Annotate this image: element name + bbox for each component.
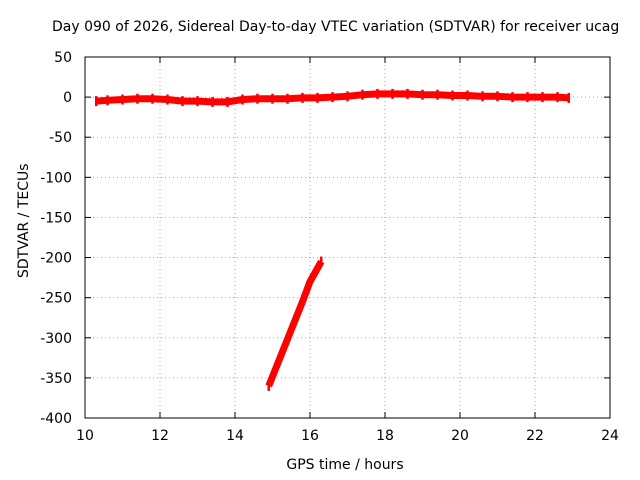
y-tick-label: -250 [40, 291, 72, 307]
x-tick-label: 12 [151, 428, 169, 444]
x-tick-label: 20 [451, 428, 469, 444]
y-tick-label: -400 [40, 411, 72, 427]
y-tick-label: -50 [49, 130, 72, 146]
y-tick-label: -350 [40, 371, 72, 387]
x-tick-label: 16 [301, 428, 319, 444]
plot-frame [84, 56, 611, 419]
y-tick-label: 50 [54, 50, 72, 66]
y-axis-label: SDTVAR / TECUs [16, 163, 32, 278]
chart-title: Day 090 of 2026, Sidereal Day-to-day VTE… [52, 19, 620, 35]
x-tick-label: 10 [76, 428, 94, 444]
y-tick-label: -200 [40, 251, 72, 267]
y-tick-label: -150 [40, 210, 72, 226]
x-tick-label: 22 [526, 428, 544, 444]
y-tick-label: 0 [63, 90, 72, 106]
x-tick-label: 24 [601, 428, 619, 444]
x-tick-label: 14 [226, 428, 244, 444]
y-tick-label: -300 [40, 331, 72, 347]
series-line-steep-segment [265, 259, 325, 388]
x-tick-label: 18 [376, 428, 394, 444]
x-axis-label: GPS time / hours [286, 457, 404, 473]
y-tick-label: -100 [40, 170, 72, 186]
